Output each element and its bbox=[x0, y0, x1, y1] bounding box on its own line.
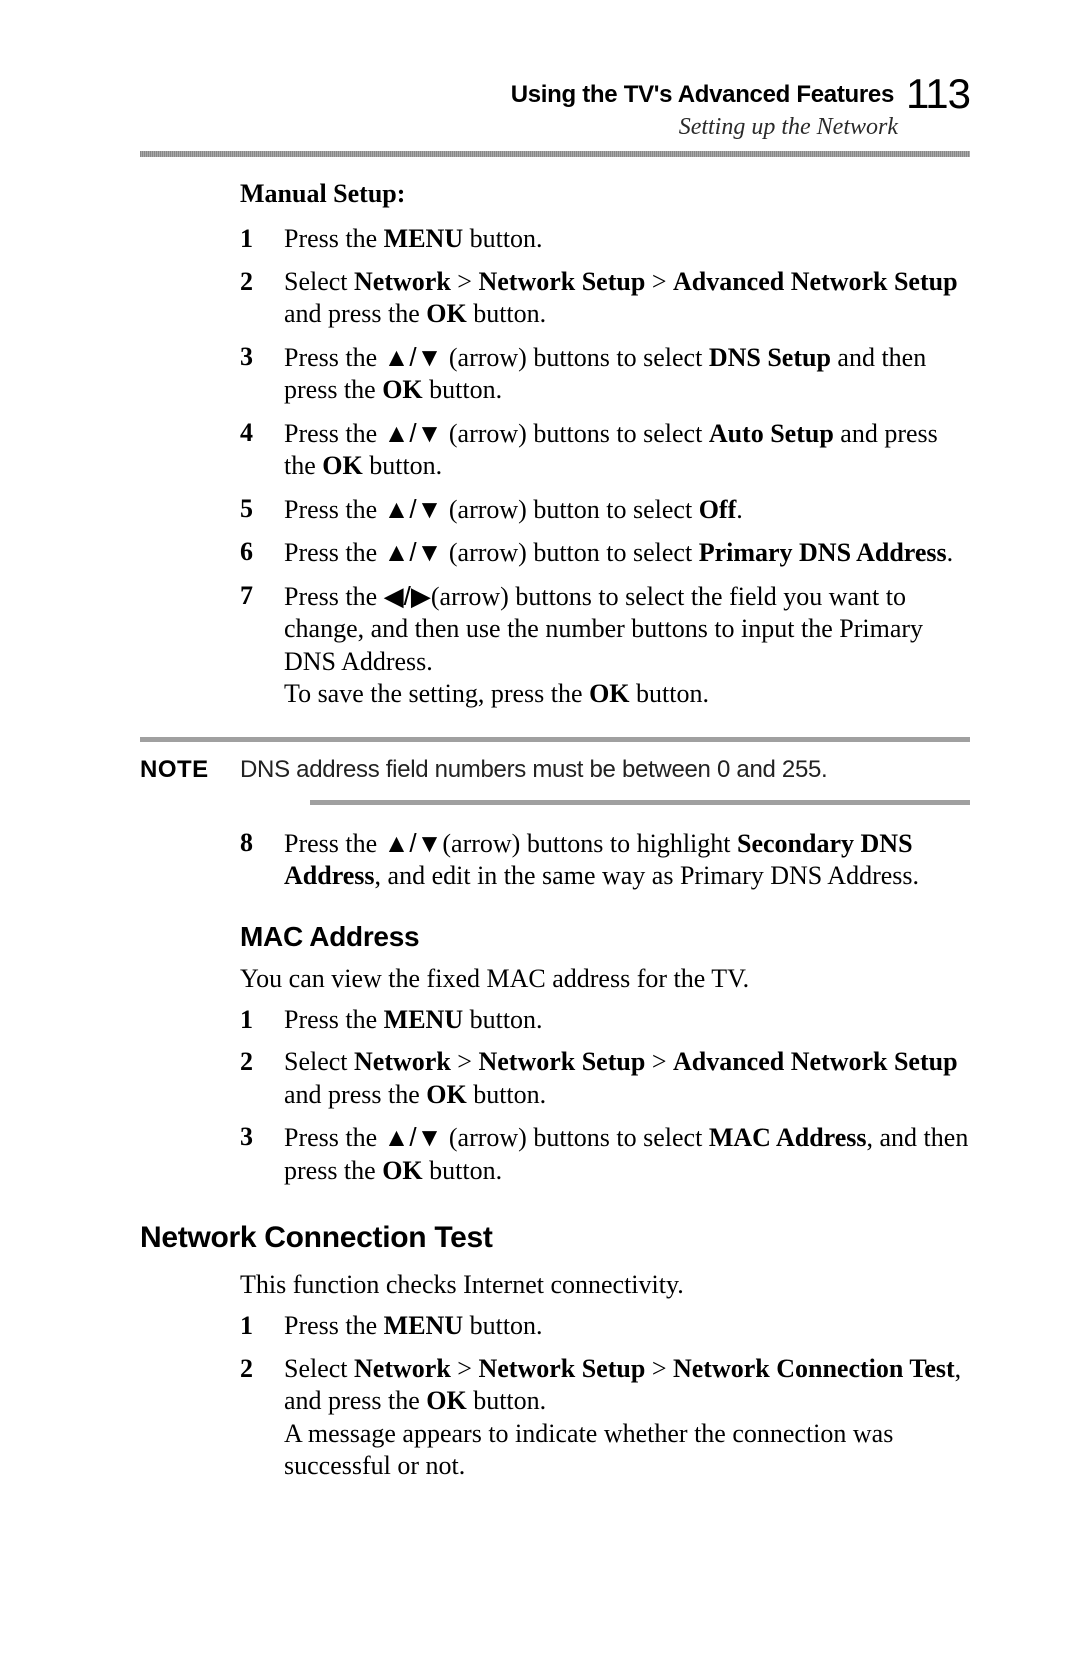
header-title: Using the TV's Advanced Features bbox=[511, 81, 894, 108]
left-right-arrow-icon: ◀/▶ bbox=[384, 581, 431, 611]
step-number: 6 bbox=[240, 536, 284, 570]
step-text: Select Network > Network Setup > Advance… bbox=[284, 1046, 970, 1111]
step-text: Press the ▲/▼ (arrow) buttons to select … bbox=[284, 341, 970, 407]
header-subtitle: Setting up the Network bbox=[140, 114, 970, 141]
nct-intro: This function checks Internet connectivi… bbox=[240, 1269, 970, 1300]
list-item: 2 Select Network > Network Setup > Advan… bbox=[240, 1046, 970, 1111]
step-number: 5 bbox=[240, 493, 284, 527]
list-item: 1 Press the MENU button. bbox=[240, 1310, 970, 1343]
list-item: 2 Select Network > Network Setup > Advan… bbox=[240, 266, 970, 331]
step-text: Press the MENU button. bbox=[284, 1310, 970, 1343]
step-text: Press the ▲/▼ (arrow) buttons to select … bbox=[284, 1121, 970, 1187]
manual-setup-steps: 1 Press the MENU button. 2 Select Networ… bbox=[240, 223, 970, 711]
list-item: 5 Press the ▲/▼ (arrow) button to select… bbox=[240, 493, 970, 527]
page-number: 113 bbox=[906, 70, 970, 117]
step-number: 4 bbox=[240, 417, 284, 483]
list-item: 7 Press the ◀/▶(arrow) buttons to select… bbox=[240, 580, 970, 711]
page: Using the TV's Advanced Features 113 Set… bbox=[0, 0, 1080, 1658]
step-number: 8 bbox=[240, 827, 284, 893]
nct-steps: 1 Press the MENU button. 2 Select Networ… bbox=[240, 1310, 970, 1483]
list-item: 1 Press the MENU button. bbox=[240, 223, 970, 256]
step-number: 1 bbox=[240, 223, 284, 256]
step-number: 3 bbox=[240, 341, 284, 407]
list-item: 3 Press the ▲/▼ (arrow) buttons to selec… bbox=[240, 341, 970, 407]
manual-setup-section: Manual Setup: 1 Press the MENU button. 2… bbox=[240, 179, 970, 711]
step-number: 1 bbox=[240, 1310, 284, 1343]
step-text: Press the ▲/▼(arrow) buttons to highligh… bbox=[284, 827, 970, 893]
up-down-arrow-icon: ▲/▼ bbox=[384, 828, 443, 858]
list-item: 4 Press the ▲/▼ (arrow) buttons to selec… bbox=[240, 417, 970, 483]
step-text: Press the ◀/▶(arrow) buttons to select t… bbox=[284, 580, 970, 711]
note-rule-top bbox=[140, 737, 970, 742]
header-rule bbox=[140, 151, 970, 157]
step-number: 2 bbox=[240, 1353, 284, 1483]
up-down-arrow-icon: ▲/▼ bbox=[384, 418, 443, 448]
up-down-arrow-icon: ▲/▼ bbox=[384, 494, 443, 524]
page-header: Using the TV's Advanced Features 113 Set… bbox=[140, 70, 970, 141]
list-item: 2 Select Network > Network Setup > Netwo… bbox=[240, 1353, 970, 1483]
step-text: Press the ▲/▼ (arrow) button to select P… bbox=[284, 536, 970, 570]
note-rule-bottom bbox=[310, 800, 970, 805]
step-text: Select Network > Network Setup > Network… bbox=[284, 1353, 970, 1483]
step-text: Press the MENU button. bbox=[284, 223, 970, 256]
mac-steps: 1 Press the MENU button. 2 Select Networ… bbox=[240, 1004, 970, 1188]
list-item: 8 Press the ▲/▼(arrow) buttons to highli… bbox=[240, 827, 970, 893]
list-item: 6 Press the ▲/▼ (arrow) button to select… bbox=[240, 536, 970, 570]
list-item: 1 Press the MENU button. bbox=[240, 1004, 970, 1037]
mac-intro: You can view the fixed MAC address for t… bbox=[240, 963, 970, 994]
step-number: 2 bbox=[240, 1046, 284, 1111]
step-number: 3 bbox=[240, 1121, 284, 1187]
note-text: DNS address field numbers must be betwee… bbox=[240, 756, 827, 784]
network-connection-test-heading: Network Connection Test bbox=[140, 1221, 970, 1255]
header-line: Using the TV's Advanced Features 113 bbox=[511, 70, 970, 118]
nct-section: This function checks Internet connectivi… bbox=[240, 1269, 970, 1483]
note-label: NOTE bbox=[140, 756, 240, 784]
step-number: 7 bbox=[240, 580, 284, 711]
up-down-arrow-icon: ▲/▼ bbox=[384, 1122, 443, 1152]
note-block: NOTE DNS address field numbers must be b… bbox=[140, 756, 970, 784]
step-text: Press the ▲/▼ (arrow) buttons to select … bbox=[284, 417, 970, 483]
list-item: 3 Press the ▲/▼ (arrow) buttons to selec… bbox=[240, 1121, 970, 1187]
up-down-arrow-icon: ▲/▼ bbox=[384, 537, 443, 567]
mac-address-heading: MAC Address bbox=[240, 921, 970, 953]
step-text: Select Network > Network Setup > Advance… bbox=[284, 266, 970, 331]
manual-setup-title: Manual Setup: bbox=[240, 179, 970, 209]
manual-setup-steps-cont: 8 Press the ▲/▼(arrow) buttons to highli… bbox=[240, 827, 970, 893]
step-text: Press the MENU button. bbox=[284, 1004, 970, 1037]
step8-wrap: 8 Press the ▲/▼(arrow) buttons to highli… bbox=[240, 827, 970, 1188]
up-down-arrow-icon: ▲/▼ bbox=[384, 342, 443, 372]
step-text: Press the ▲/▼ (arrow) button to select O… bbox=[284, 493, 970, 527]
step-number: 1 bbox=[240, 1004, 284, 1037]
step-number: 2 bbox=[240, 266, 284, 331]
